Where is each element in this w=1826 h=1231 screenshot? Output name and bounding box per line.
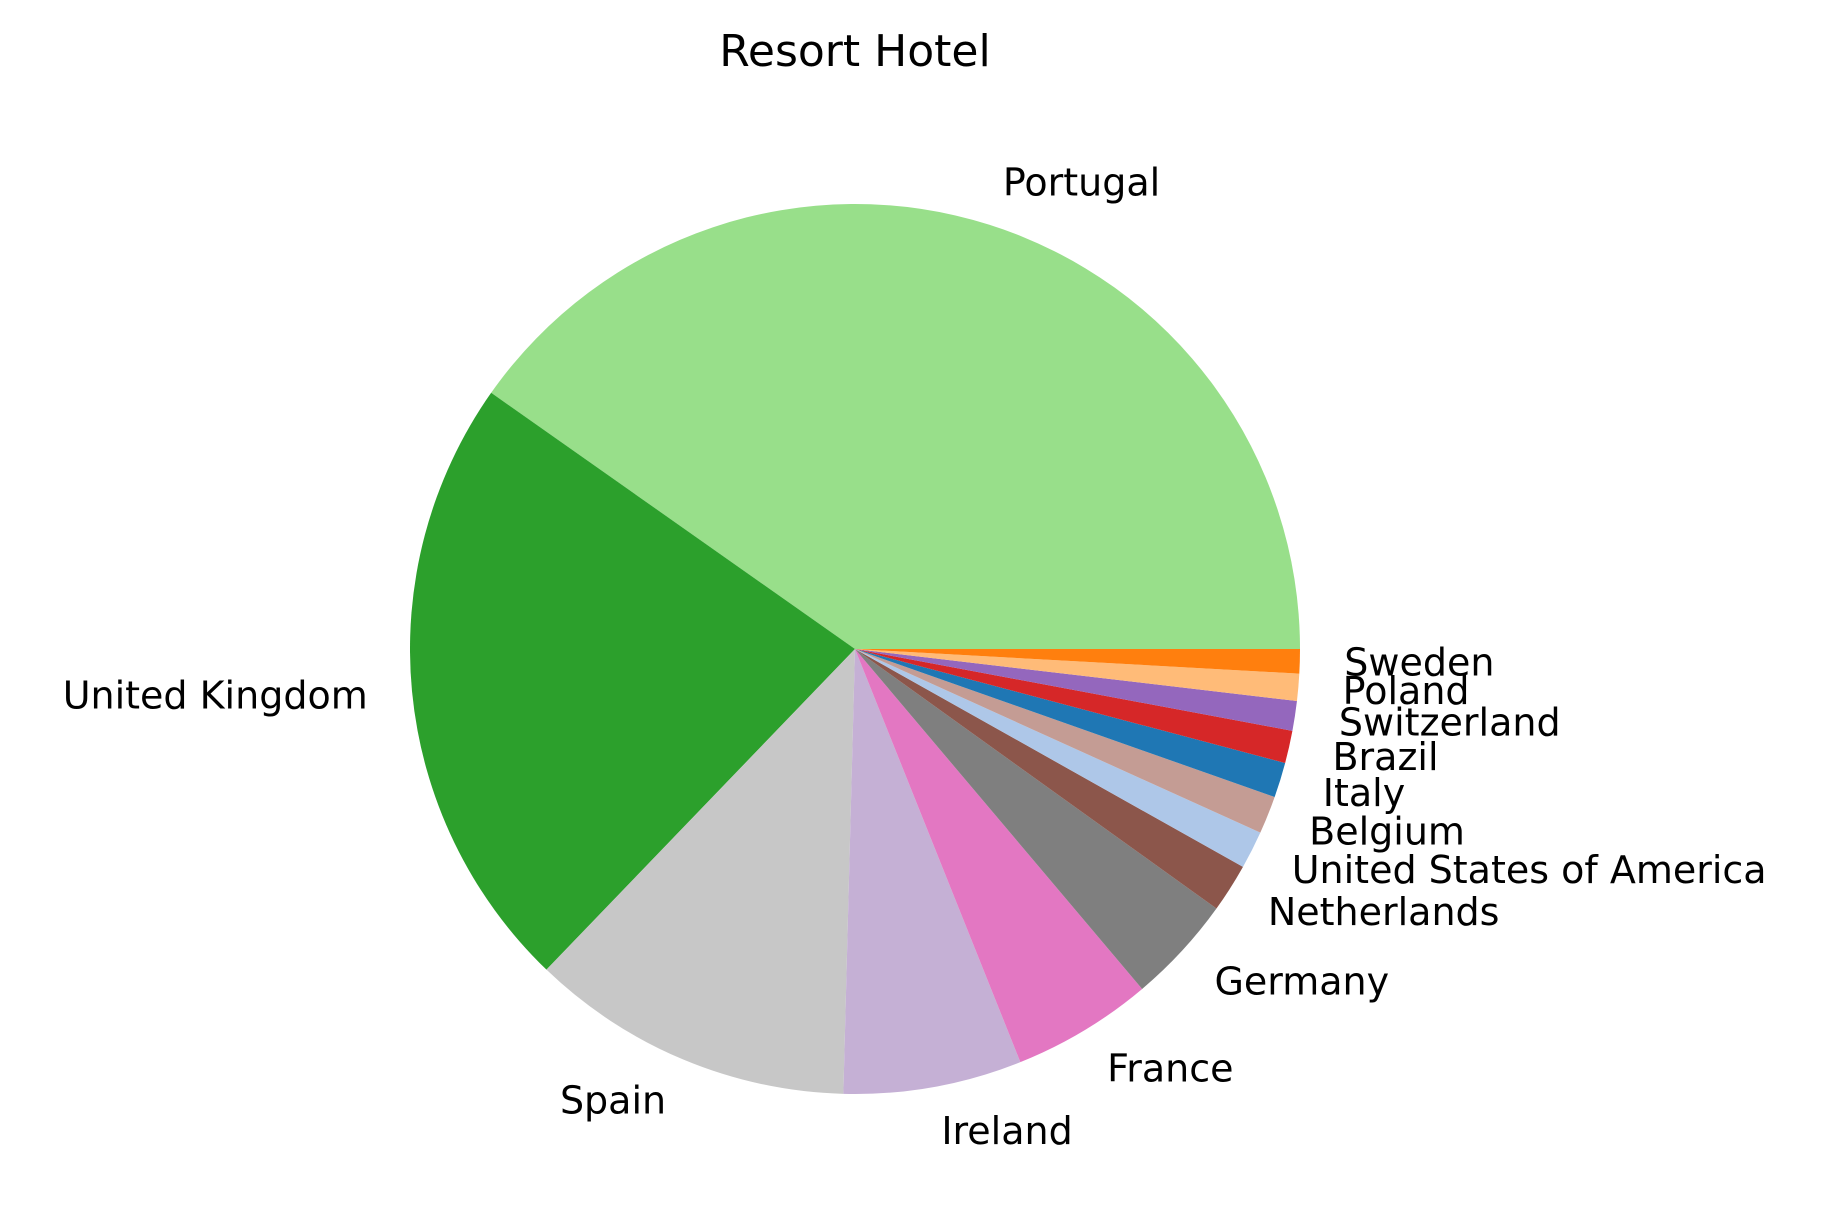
pie-label-sweden: Sweden: [1344, 641, 1494, 685]
pie-label-ireland: Ireland: [941, 1109, 1072, 1153]
pie-label-poland: Poland: [1343, 669, 1470, 713]
pie-labels: Portugal United Kingdom Spain Ireland France…: [63, 160, 1767, 1152]
pie-label-belgium: Belgium: [1309, 810, 1465, 854]
pie-label-netherlands: Netherlands: [1268, 890, 1500, 934]
pie-slice-germany: [855, 649, 1217, 989]
pie-slice-poland: [855, 649, 1300, 702]
pie-slices: [410, 204, 1300, 1095]
pie-slice-switzerland: [855, 649, 1297, 731]
pie-label-portugal: Portugal: [1003, 160, 1160, 204]
pie-slice-netherlands: [855, 649, 1243, 909]
pie-slice-belgium: [855, 649, 1275, 833]
pie-label-germany: Germany: [1214, 959, 1389, 1003]
pie-label-united-states-of-america: United States of America: [1292, 848, 1767, 892]
pie-slice-ireland: [843, 649, 1021, 1095]
pie-slice-italy: [855, 649, 1286, 798]
pie-label-switzerland: Switzerland: [1339, 701, 1561, 745]
pie-slice-brazil: [855, 649, 1293, 763]
pie-slice-france: [855, 649, 1143, 1063]
pie-label-italy: Italy: [1323, 771, 1405, 815]
pie-slice-spain: [546, 649, 855, 1094]
pie-label-united-kingdom: United Kingdom: [63, 674, 368, 718]
pie-slice-portugal: [491, 204, 1300, 649]
pie-slice-sweden: [855, 649, 1300, 674]
pie-label-brazil: Brazil: [1332, 735, 1438, 779]
pie-slice-united-kingdom: [410, 392, 855, 970]
pie-label-france: France: [1107, 1047, 1233, 1091]
pie-slice-united-states-of-america: [855, 649, 1261, 867]
chart-title: Resort Hotel: [719, 26, 990, 77]
pie-label-spain: Spain: [560, 1079, 666, 1123]
